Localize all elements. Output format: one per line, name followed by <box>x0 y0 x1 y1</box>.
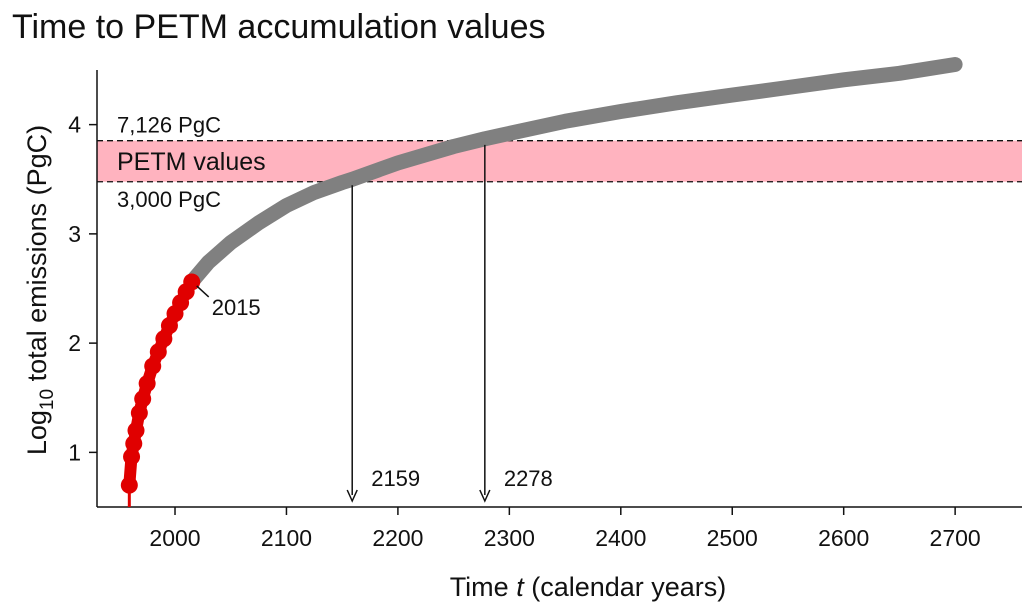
y-tick-label-1: 1 <box>68 439 81 465</box>
band-label: PETM values <box>117 148 266 176</box>
annotation-arrowhead-2159 <box>346 489 358 503</box>
x-tick-label-2200: 2200 <box>372 525 423 551</box>
series-red-point-9 <box>155 330 173 348</box>
x-tick-label-2600: 2600 <box>818 525 869 551</box>
annotation-leader-2015 <box>196 285 210 298</box>
series-red-point-3 <box>127 422 145 440</box>
y-tick-label-4: 4 <box>68 112 81 138</box>
petm-band <box>97 140 1022 182</box>
x-tick-label-2700: 2700 <box>930 525 981 551</box>
y-axis-label: Log10 total emissions (PgC) <box>22 125 58 455</box>
axes: 2000 2100 2200 2300 2400 2500 2600 2700 1 2 3 4 <box>68 70 1022 551</box>
series-red-point-0 <box>120 476 138 494</box>
chart-title: Time to PETM accumulation values <box>12 8 546 46</box>
annotation-label-2015: 2015 <box>212 295 261 320</box>
x-tick-label-2400: 2400 <box>595 525 646 551</box>
annotation-layer: 2015 2159 2278 <box>196 144 553 503</box>
annotation-label-2278: 2278 <box>504 466 553 491</box>
band-upper-label: 7,126 PgC <box>117 113 221 138</box>
x-tick-label-2100: 2100 <box>261 525 312 551</box>
x-axis-label: Time t (calendar years) <box>450 572 727 602</box>
series-red-point-1 <box>123 448 141 466</box>
series-layer <box>120 57 963 507</box>
annotation-label-2159: 2159 <box>371 466 420 491</box>
y-tick-label-3: 3 <box>68 221 81 247</box>
series-red-point-14 <box>183 273 201 291</box>
series-red-point-5 <box>134 390 152 408</box>
series-red-point-7 <box>144 357 162 375</box>
series-line-gray <box>184 57 963 290</box>
series-red-point-8 <box>149 343 167 361</box>
x-tick-label-2000: 2000 <box>149 525 200 551</box>
annotation-arrowhead-2278 <box>479 489 491 503</box>
x-tick-label-2500: 2500 <box>707 525 758 551</box>
series-red-point-4 <box>130 404 148 422</box>
y-tick-label-2: 2 <box>68 330 81 356</box>
x-tick-label-2300: 2300 <box>484 525 535 551</box>
series-red-point-2 <box>125 435 143 453</box>
band-lower-label: 3,000 PgC <box>117 187 221 212</box>
series-red-point-6 <box>138 375 156 393</box>
